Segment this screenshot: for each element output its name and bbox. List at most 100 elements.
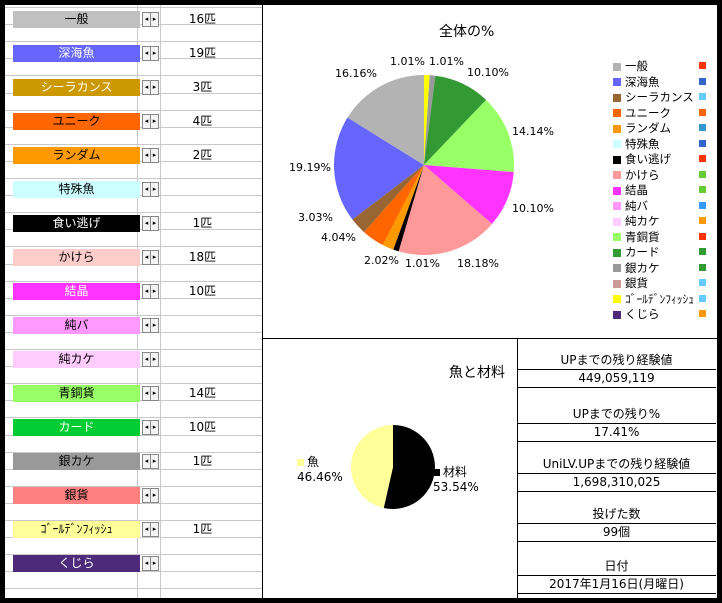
count-spinner[interactable]: ◂ ▸ — [142, 318, 159, 333]
legend-swatch — [613, 171, 621, 179]
legend-marker — [699, 77, 706, 85]
legend-swatch — [613, 202, 621, 210]
decrement-arrow-icon[interactable]: ◂ — [143, 523, 151, 536]
legend-swatch — [613, 248, 621, 257]
slice-percentage: 46.46% — [297, 470, 343, 484]
decrement-arrow-icon[interactable]: ◂ — [143, 183, 151, 196]
count-spinner[interactable]: ◂ ▸ — [142, 488, 159, 503]
pie2-slice-label: 魚 46.46% — [297, 453, 343, 484]
count-spinner[interactable]: ◂ ▸ — [142, 454, 159, 469]
decrement-arrow-icon[interactable]: ◂ — [143, 81, 151, 94]
increment-arrow-icon[interactable]: ▸ — [152, 117, 157, 125]
pie2-slice — [350, 425, 393, 508]
decrement-arrow-icon[interactable]: ◂ — [143, 115, 151, 128]
legend-label: 材料 — [443, 465, 468, 479]
pie1-slice — [424, 165, 514, 224]
pie1-slice — [424, 75, 436, 165]
decrement-arrow-icon[interactable]: ◂ — [143, 387, 151, 400]
legend-label: 深海魚 — [625, 74, 660, 89]
pie1-slice — [347, 75, 424, 165]
grid-line — [5, 41, 262, 43]
count-spinner[interactable]: ◂ ▸ — [142, 522, 159, 537]
increment-arrow-icon[interactable]: ▸ — [152, 457, 157, 465]
count-spinner[interactable]: ◂ ▸ — [142, 284, 159, 299]
decrement-arrow-icon[interactable]: ◂ — [143, 149, 151, 162]
grid-line — [5, 383, 262, 385]
pie1-legend-item: 結晶 — [613, 183, 706, 197]
decrement-arrow-icon[interactable]: ◂ — [143, 353, 151, 366]
legend-label: カード — [625, 245, 660, 259]
count-spinner[interactable]: ◂ ▸ — [142, 80, 159, 95]
count-spinner[interactable]: ◂ ▸ — [142, 148, 159, 163]
count-spinner[interactable]: ◂ ▸ — [142, 12, 159, 27]
pie1-slice — [424, 75, 487, 165]
pie1-legend-item: 一般 — [613, 59, 706, 73]
decrement-arrow-icon[interactable]: ◂ — [143, 13, 151, 26]
increment-arrow-icon[interactable]: ▸ — [152, 389, 157, 397]
grid-line — [5, 109, 262, 111]
increment-arrow-icon[interactable]: ▸ — [152, 15, 157, 23]
grid-line — [5, 280, 262, 282]
count-spinner[interactable]: ◂ ▸ — [142, 182, 159, 197]
increment-arrow-icon[interactable]: ▸ — [152, 49, 157, 57]
pie1-slice-label: 10.10% — [467, 66, 509, 79]
count-spinner[interactable]: ◂ ▸ — [142, 114, 159, 129]
legend-label: 食い逃げ — [625, 152, 671, 166]
increment-arrow-icon[interactable]: ▸ — [152, 253, 157, 261]
increment-arrow-icon[interactable]: ▸ — [152, 559, 157, 567]
increment-arrow-icon[interactable]: ▸ — [152, 287, 157, 295]
pie1-slice — [382, 165, 424, 250]
grid-line — [5, 75, 262, 77]
pie2-slice-label: 材料 53.54% — [433, 463, 479, 494]
pie1-legend-item: ユニーク — [613, 105, 706, 120]
increment-arrow-icon[interactable]: ▸ — [152, 355, 157, 363]
pie1-chart — [333, 75, 515, 509]
stat-block: 投げた数 99個 — [517, 505, 716, 542]
category-count: 1匹 — [192, 216, 213, 230]
legend-swatch — [613, 155, 621, 164]
decrement-arrow-icon[interactable]: ◂ — [143, 319, 151, 332]
decrement-arrow-icon[interactable]: ◂ — [143, 557, 151, 570]
grid-line — [160, 5, 161, 598]
increment-arrow-icon[interactable]: ▸ — [152, 491, 157, 499]
grid-line — [5, 554, 262, 556]
increment-arrow-icon[interactable]: ▸ — [152, 423, 157, 431]
decrement-arrow-icon[interactable]: ◂ — [143, 285, 151, 298]
increment-arrow-icon[interactable]: ▸ — [152, 151, 157, 159]
increment-arrow-icon[interactable]: ▸ — [152, 525, 157, 533]
decrement-arrow-icon[interactable]: ◂ — [143, 489, 151, 502]
count-spinner[interactable]: ◂ ▸ — [142, 420, 159, 435]
decrement-arrow-icon[interactable]: ◂ — [143, 421, 151, 434]
pie1-title: 全体の% — [439, 24, 495, 40]
increment-arrow-icon[interactable]: ▸ — [152, 83, 157, 91]
decrement-arrow-icon[interactable]: ◂ — [143, 217, 151, 230]
stat-block: UPまでの残り% 17.41% — [517, 405, 716, 442]
increment-arrow-icon[interactable]: ▸ — [152, 219, 157, 227]
stat-value: 1,698,310,025 — [517, 474, 716, 492]
pie1-legend-item: 銀カケ — [613, 261, 706, 275]
category-label: 銀カケ — [13, 453, 140, 470]
count-spinner[interactable]: ◂ ▸ — [142, 216, 159, 231]
count-spinner[interactable]: ◂ ▸ — [142, 352, 159, 367]
pie1-legend-item: 特殊魚 — [613, 137, 706, 151]
increment-arrow-icon[interactable]: ▸ — [152, 185, 157, 193]
pie1-slice — [393, 165, 424, 252]
decrement-arrow-icon[interactable]: ◂ — [143, 455, 151, 468]
decrement-arrow-icon[interactable]: ◂ — [143, 251, 151, 264]
legend-marker — [699, 279, 706, 286]
count-spinner[interactable]: ◂ ▸ — [142, 556, 159, 571]
count-spinner[interactable]: ◂ ▸ — [142, 386, 159, 401]
count-spinner[interactable]: ◂ ▸ — [142, 46, 159, 61]
count-spinner[interactable]: ◂ ▸ — [142, 250, 159, 265]
pie1-slice-label: 18.18% — [457, 257, 499, 270]
decrement-arrow-icon[interactable]: ◂ — [143, 47, 151, 60]
stat-label: UPまでの残り% — [517, 405, 716, 424]
increment-arrow-icon[interactable]: ▸ — [152, 321, 157, 329]
legend-swatch — [433, 469, 440, 476]
legend-swatch — [613, 124, 621, 133]
pie1-slice-label: 19.19% — [289, 161, 331, 174]
legend-label: ユニーク — [625, 105, 671, 120]
pie1-legend-item: 食い逃げ — [613, 152, 706, 166]
category-label: 特殊魚 — [13, 181, 140, 198]
legend-label: 純カケ — [625, 214, 660, 228]
